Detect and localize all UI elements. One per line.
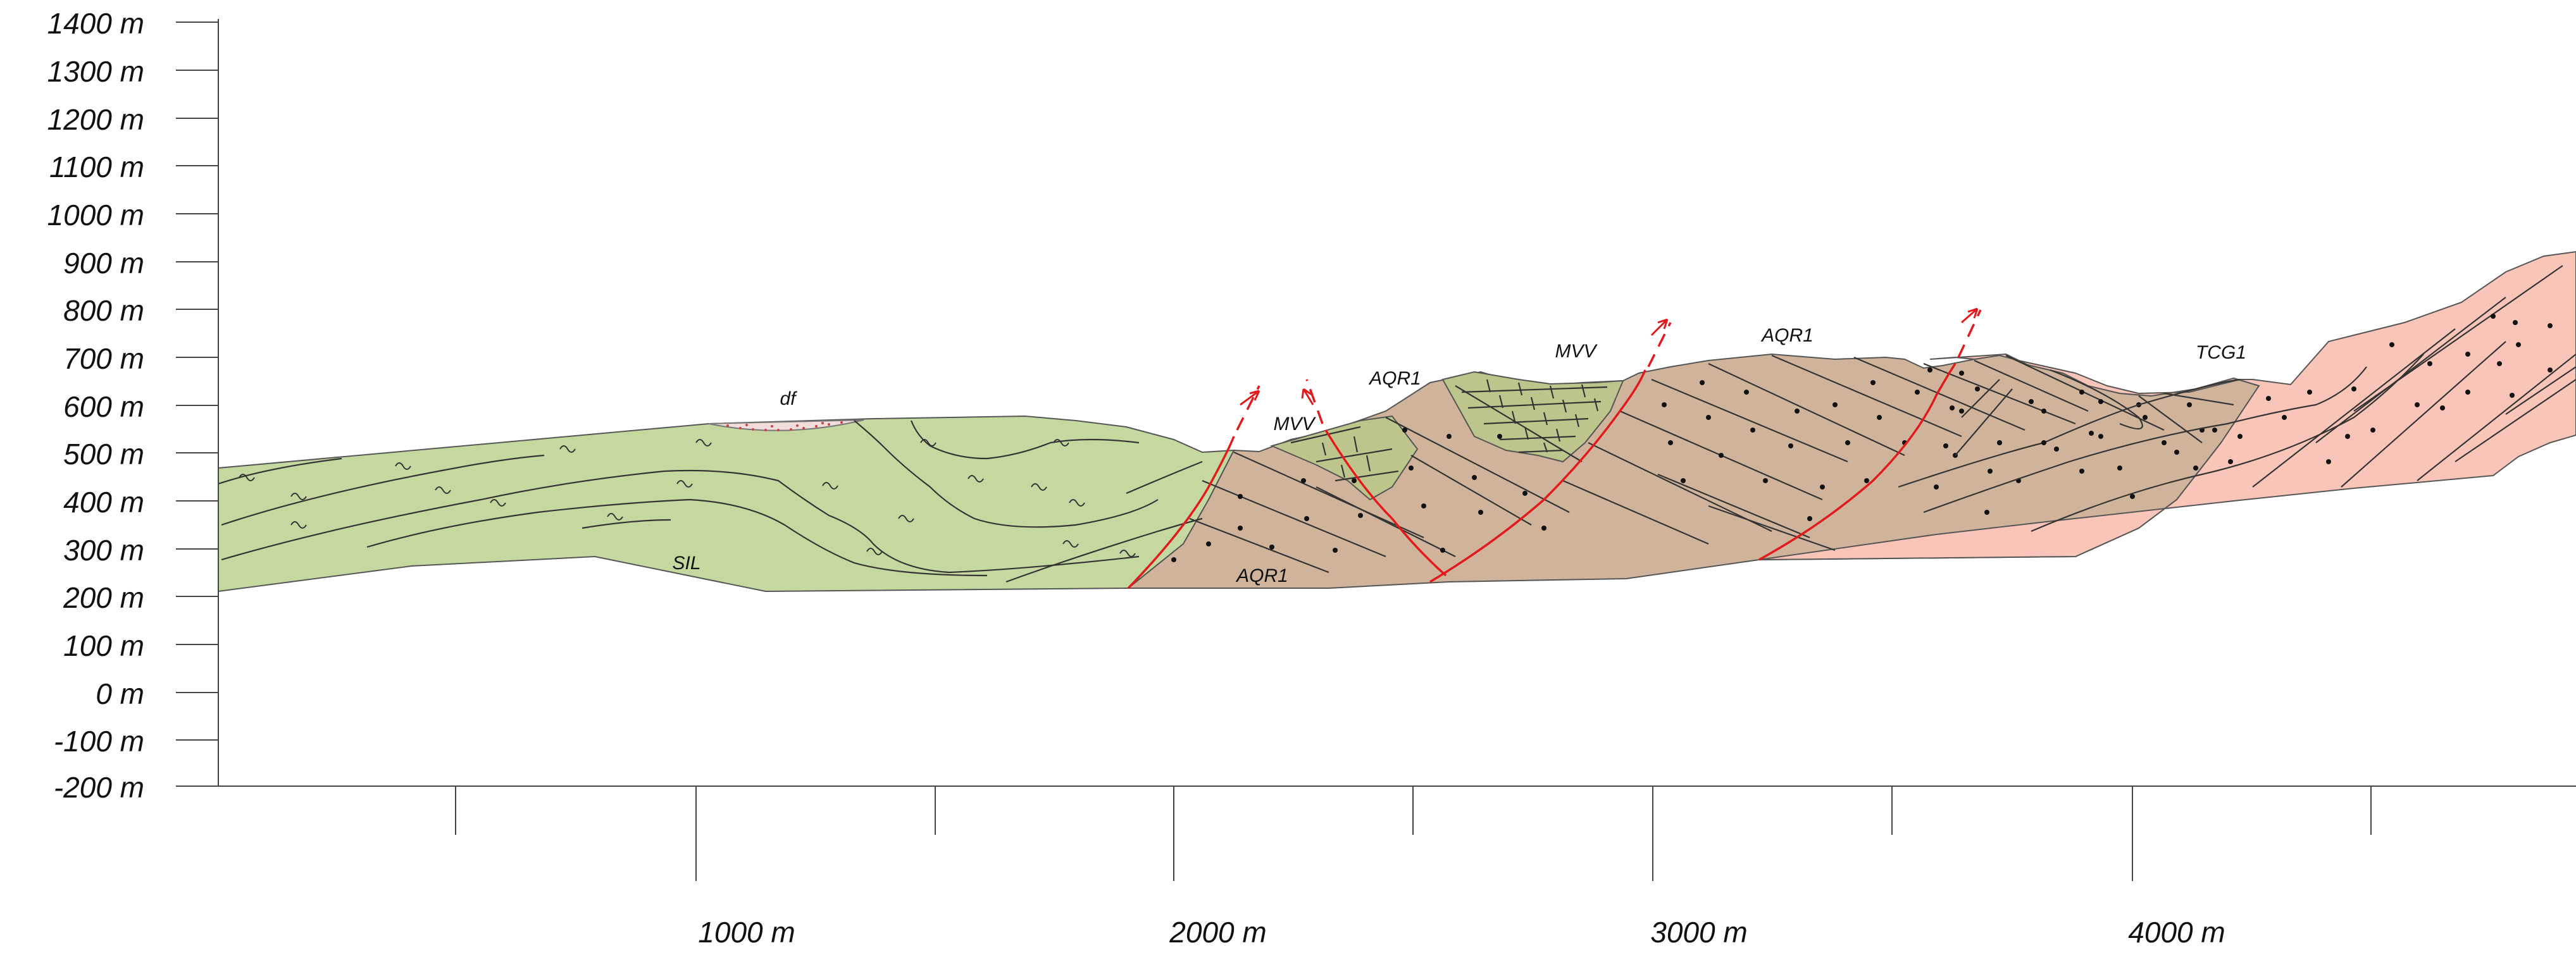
x-tick-label: 2000 m: [1169, 916, 1266, 949]
y-tick-label: 800 m: [63, 294, 144, 327]
tcg1-bedding-lines: [1898, 265, 2576, 533]
y-tick-label: 0 m: [96, 677, 144, 710]
label-mvv-left: MVV: [1273, 414, 1316, 434]
label-tcg1: TCG1: [2196, 342, 2246, 363]
x-tick-label: 3000 m: [1650, 916, 1747, 949]
label-aqr1-mid: AQR1: [1368, 368, 1421, 389]
y-tick-label: 900 m: [63, 247, 144, 280]
y-tick-label: 1000 m: [47, 199, 144, 231]
y-tick-label: 1200 m: [47, 103, 144, 136]
aqr1-bedding-lines: [1189, 354, 2234, 574]
mvv-mid-pattern: [1461, 379, 1608, 453]
label-sil: SIL: [672, 553, 700, 574]
x-axis: 1000 m 2000 m 3000 m 4000 m: [218, 786, 2576, 949]
x-tick-label: 4000 m: [2128, 916, 2225, 949]
fault-lines: [1127, 309, 1982, 589]
y-tick-label: 500 m: [63, 438, 144, 471]
y-tick-label: -200 m: [54, 771, 144, 804]
unit-aqr1-polygon: [1126, 353, 2260, 589]
y-tick-label: -100 m: [54, 725, 144, 758]
label-aqr1-high: AQR1: [1760, 325, 1814, 346]
y-tick-label: 1100 m: [49, 151, 144, 183]
y-tick-label: 300 m: [63, 534, 144, 567]
unit-labels: SIL df AQR1 MVV AQR1 MVV AQR1 TCG1: [672, 325, 2246, 586]
y-tick-label: 1400 m: [47, 7, 144, 40]
label-mvv-mid: MVV: [1555, 341, 1598, 362]
mvv-left-pattern: [1290, 426, 1399, 482]
y-tick-label: 400 m: [63, 486, 144, 519]
fault-motion-arrows: [1240, 307, 1979, 406]
label-aqr1-low: AQR1: [1235, 565, 1288, 586]
x-tick-label: 1000 m: [698, 916, 795, 949]
tcg1-dots: [1927, 314, 2553, 499]
label-df: df: [780, 388, 797, 409]
sil-bedding-lines: [218, 420, 1203, 583]
y-tick-label: 700 m: [63, 342, 144, 375]
y-tick-label: 1300 m: [47, 55, 144, 88]
unit-tcg1-polygon: [1758, 250, 2576, 560]
y-tick-label: 100 m: [63, 629, 144, 662]
df-fill-dots: [726, 421, 843, 431]
y-axis: 1400 m 1300 m 1200 m 1100 m 1000 m 900 m…: [47, 7, 219, 804]
y-tick-label: 600 m: [63, 390, 144, 423]
y-tick-label: 200 m: [63, 581, 144, 614]
unit-mvv-mid-polygon: [1441, 371, 1624, 463]
sil-foliation-symbols: [239, 439, 1136, 557]
aqr1-dots: [1171, 380, 2205, 562]
